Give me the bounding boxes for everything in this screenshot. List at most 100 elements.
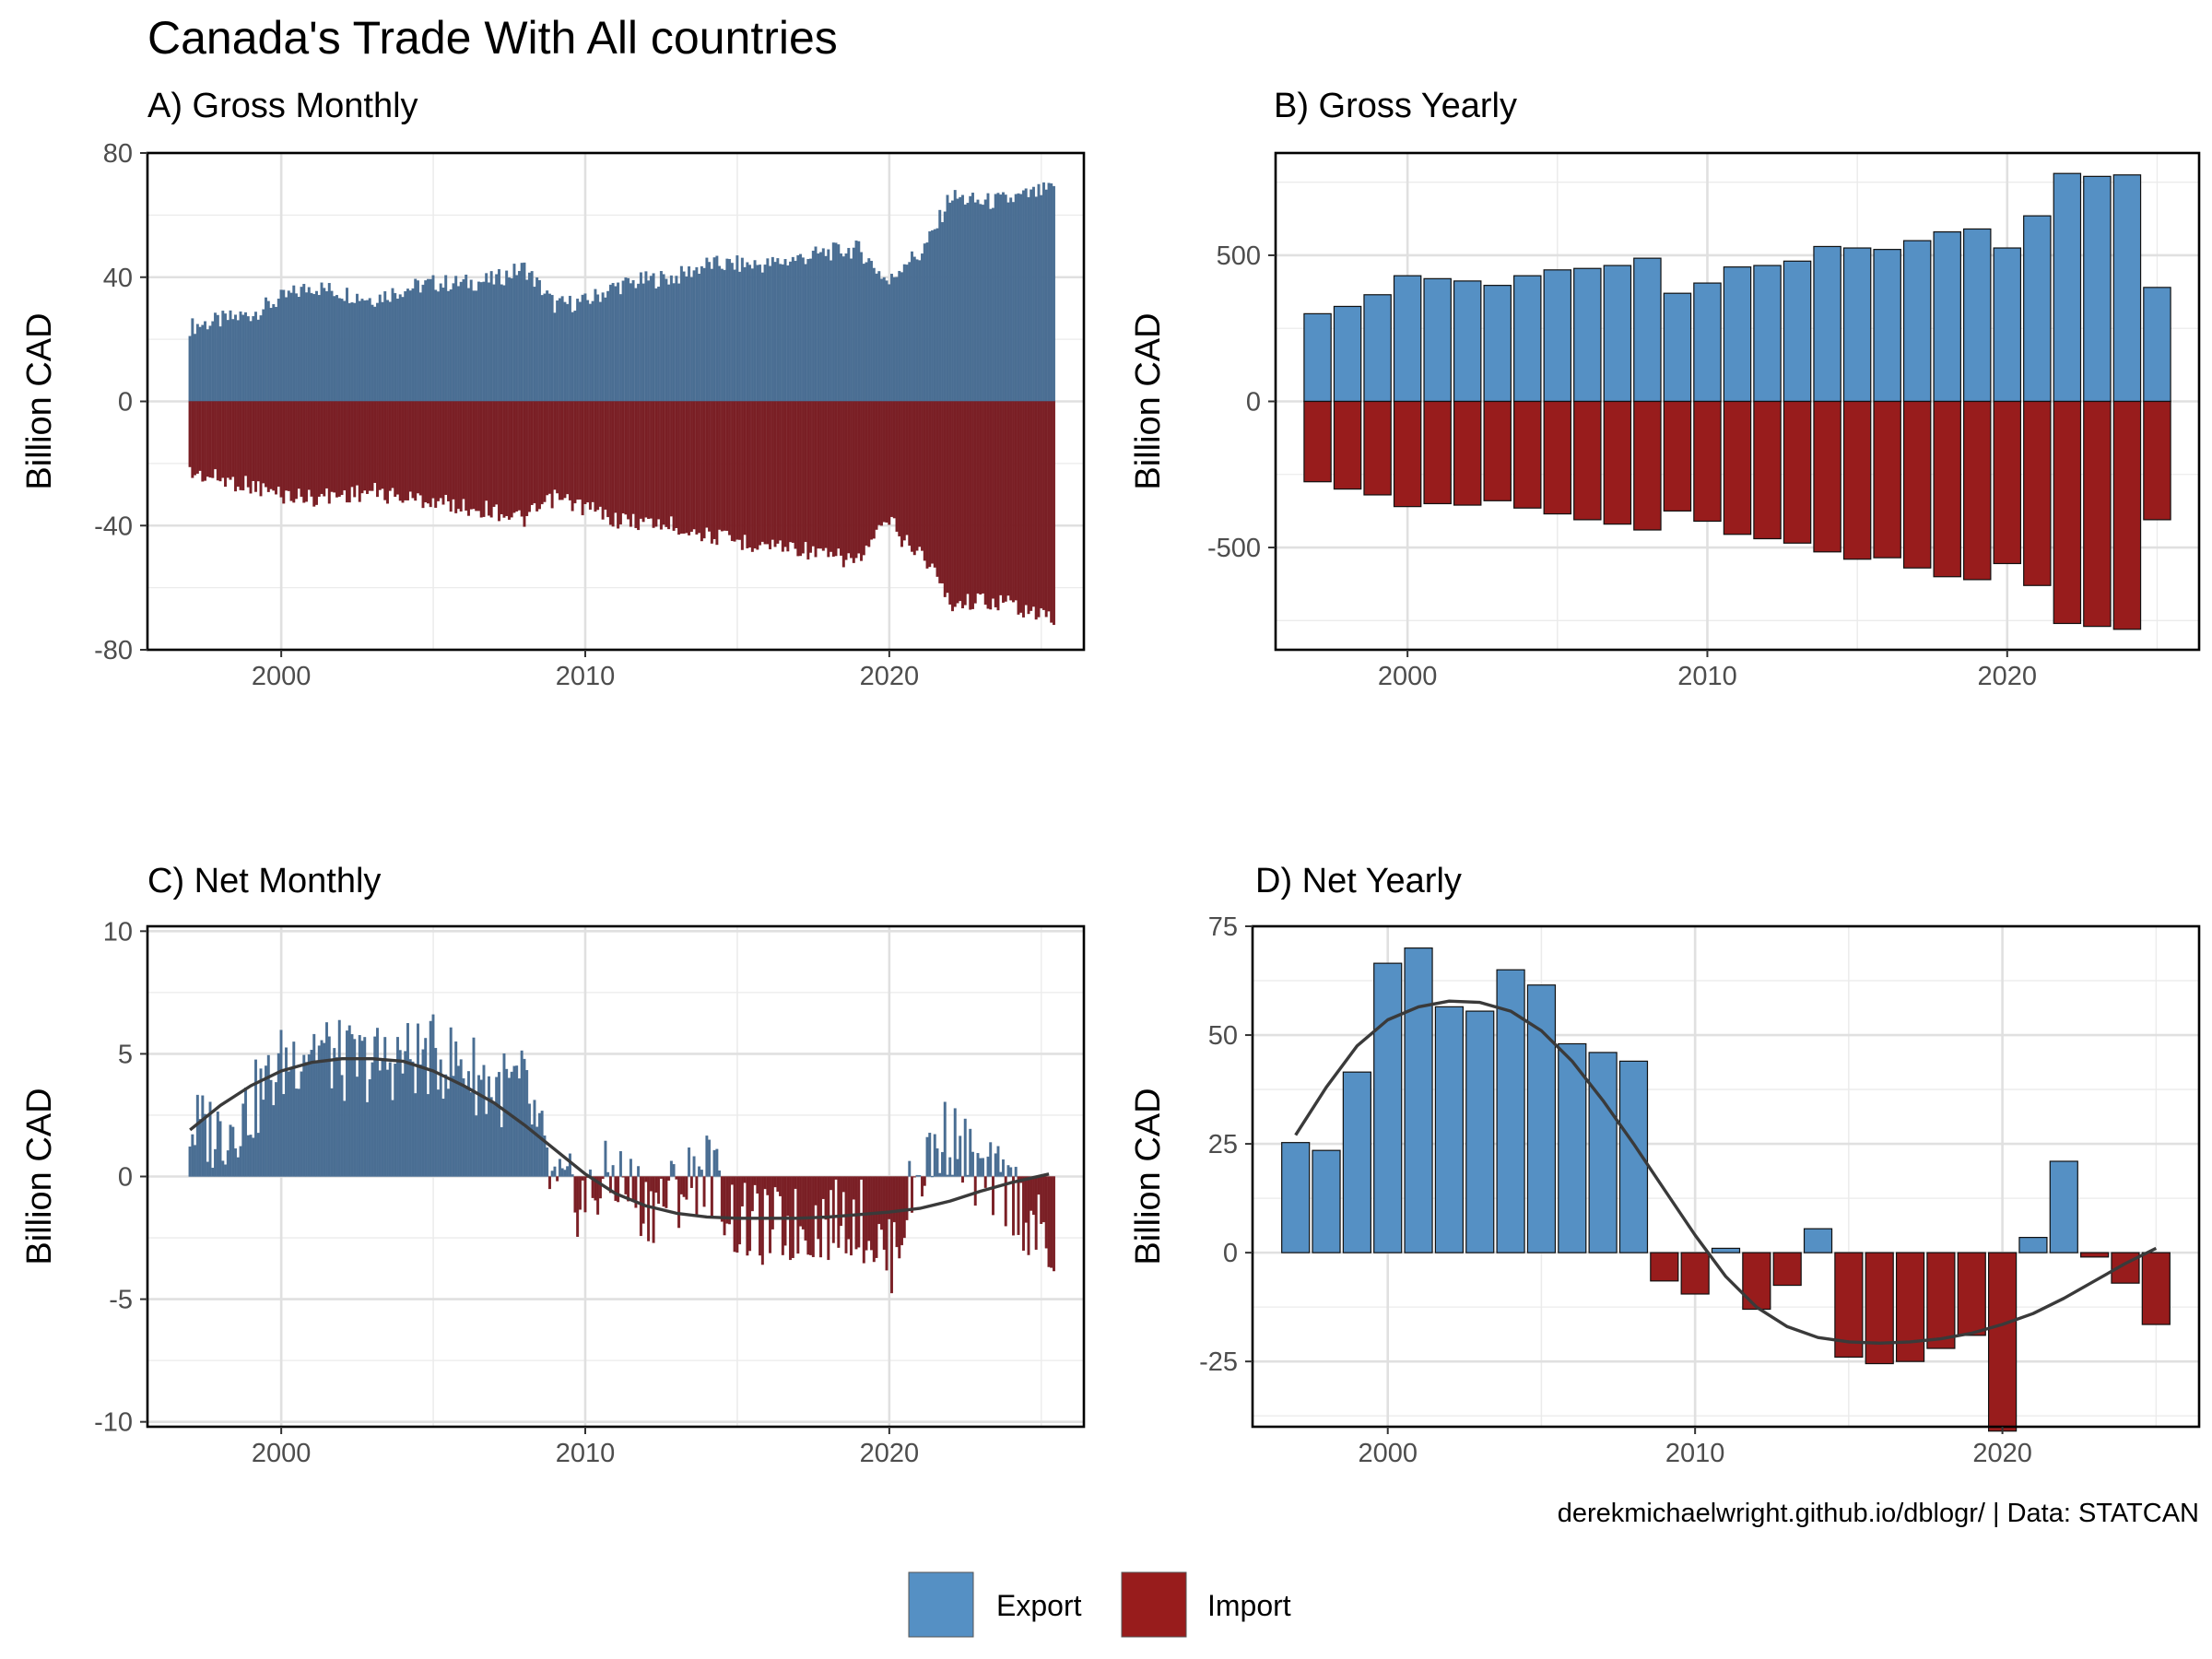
bar-export-month — [510, 277, 513, 402]
bar-import-month — [631, 401, 635, 514]
bar-export-month — [982, 205, 984, 402]
bar-net-month — [421, 1049, 425, 1177]
bar-export-month — [454, 276, 458, 402]
bar-import-month — [305, 401, 308, 502]
bar-import-month — [695, 401, 699, 535]
y-tick-label: 50 — [1208, 1021, 1238, 1051]
bar-net-month — [667, 1176, 671, 1181]
bar-import-month — [563, 401, 567, 499]
bar-export-month — [477, 281, 480, 402]
bar-import-month — [472, 401, 476, 510]
bar-import-month — [452, 401, 455, 500]
bar-net-month — [500, 1126, 503, 1177]
bar-export-month — [606, 290, 610, 402]
bar-export-month — [760, 272, 764, 402]
bar-net-month — [996, 1146, 1000, 1177]
bar-export-month — [759, 265, 762, 402]
bar-export-month — [505, 270, 509, 402]
bar-net-month — [502, 1053, 506, 1177]
bar-net-month — [685, 1176, 688, 1200]
bar-import-month — [740, 401, 744, 550]
bar-export-month — [733, 269, 736, 402]
bar-net-month — [862, 1176, 865, 1264]
bar-export-2022 — [2053, 172, 2082, 403]
bar-net-month — [404, 1051, 407, 1177]
bar-net-month — [890, 1176, 893, 1294]
bar-export-month — [1004, 194, 1007, 402]
bar-import-2017 — [1902, 400, 1932, 569]
bar-net-month — [1004, 1176, 1007, 1227]
bar-import-2011 — [1723, 400, 1752, 535]
bar-import-1999 — [1363, 400, 1392, 496]
bar-import-month — [1037, 401, 1041, 618]
bar-export-month — [799, 253, 803, 402]
bar-net-month — [1022, 1176, 1025, 1251]
bar-export-month — [880, 278, 883, 402]
bar-export-month — [911, 251, 913, 402]
bar-import-month — [720, 401, 724, 532]
bar-import-month — [386, 401, 389, 504]
bar-export-month — [537, 280, 541, 402]
bar-export-month — [931, 229, 934, 402]
bar-net-month — [206, 1161, 209, 1177]
bar-net-month — [279, 1030, 283, 1177]
bar-export-month — [647, 280, 651, 402]
bar-import-2020 — [1993, 400, 2022, 565]
bar-net-month — [766, 1176, 770, 1195]
bar-net-month — [611, 1165, 615, 1177]
bar-export-month — [875, 273, 878, 402]
bar-import-month — [449, 401, 453, 512]
bar-import-month — [743, 401, 747, 535]
bars — [1303, 172, 2171, 630]
bar-net-month — [898, 1176, 901, 1259]
bar-net-month — [644, 1176, 648, 1182]
bar-net-month — [310, 1050, 313, 1177]
bar-export-month — [698, 274, 701, 402]
bar-import-month — [951, 401, 954, 612]
bar-import-month — [300, 401, 303, 497]
bar-net-month — [398, 1050, 402, 1177]
bar-export-month — [437, 291, 440, 402]
legend-export-swatch — [908, 1571, 974, 1638]
bar-net-month — [507, 1077, 511, 1177]
bar-net-month — [682, 1176, 686, 1197]
bar-import-month — [652, 401, 655, 528]
bar-export-month — [865, 262, 868, 402]
bar-net-month — [188, 1146, 192, 1177]
bar-import-month — [188, 401, 192, 467]
bar-export-month — [641, 283, 645, 402]
bar-export-month — [677, 283, 681, 402]
bar-export-month — [999, 194, 1003, 402]
bar-net-month — [482, 1065, 486, 1177]
bar-net-month — [946, 1174, 949, 1177]
bar-import-2024 — [2112, 400, 2142, 630]
bar-net-month — [753, 1176, 757, 1185]
bar-export-month — [325, 290, 328, 402]
bar-import-month — [801, 401, 805, 554]
bar-import-month — [195, 401, 199, 474]
bar-export-month — [1022, 190, 1025, 402]
bar-net-month — [740, 1176, 744, 1206]
bar-net-month — [801, 1176, 805, 1230]
bar-import-month — [295, 401, 298, 500]
bar-export-month — [241, 314, 245, 402]
bars — [188, 1014, 1055, 1294]
bar-export-month — [1030, 189, 1033, 402]
y-tick-label: 75 — [1208, 912, 1238, 942]
bars — [1281, 947, 2171, 1432]
bar-import-month — [773, 401, 777, 547]
bar-export-month — [391, 288, 394, 402]
bar-import-month — [618, 401, 622, 525]
bar-net-month — [489, 1097, 493, 1177]
bar-import-month — [262, 401, 265, 484]
bar-net-month — [1027, 1176, 1030, 1255]
bar-net-month — [256, 1133, 260, 1177]
bar-import-month — [708, 401, 712, 532]
bar-export-month — [948, 202, 952, 402]
bar-export-month — [300, 287, 303, 402]
panel-title: B) Gross Yearly — [1274, 87, 1517, 125]
bar-import-month — [208, 401, 212, 478]
bar-export-month — [928, 230, 932, 402]
bar-export-month — [844, 253, 848, 402]
bar-export-2016 — [1873, 249, 1901, 403]
